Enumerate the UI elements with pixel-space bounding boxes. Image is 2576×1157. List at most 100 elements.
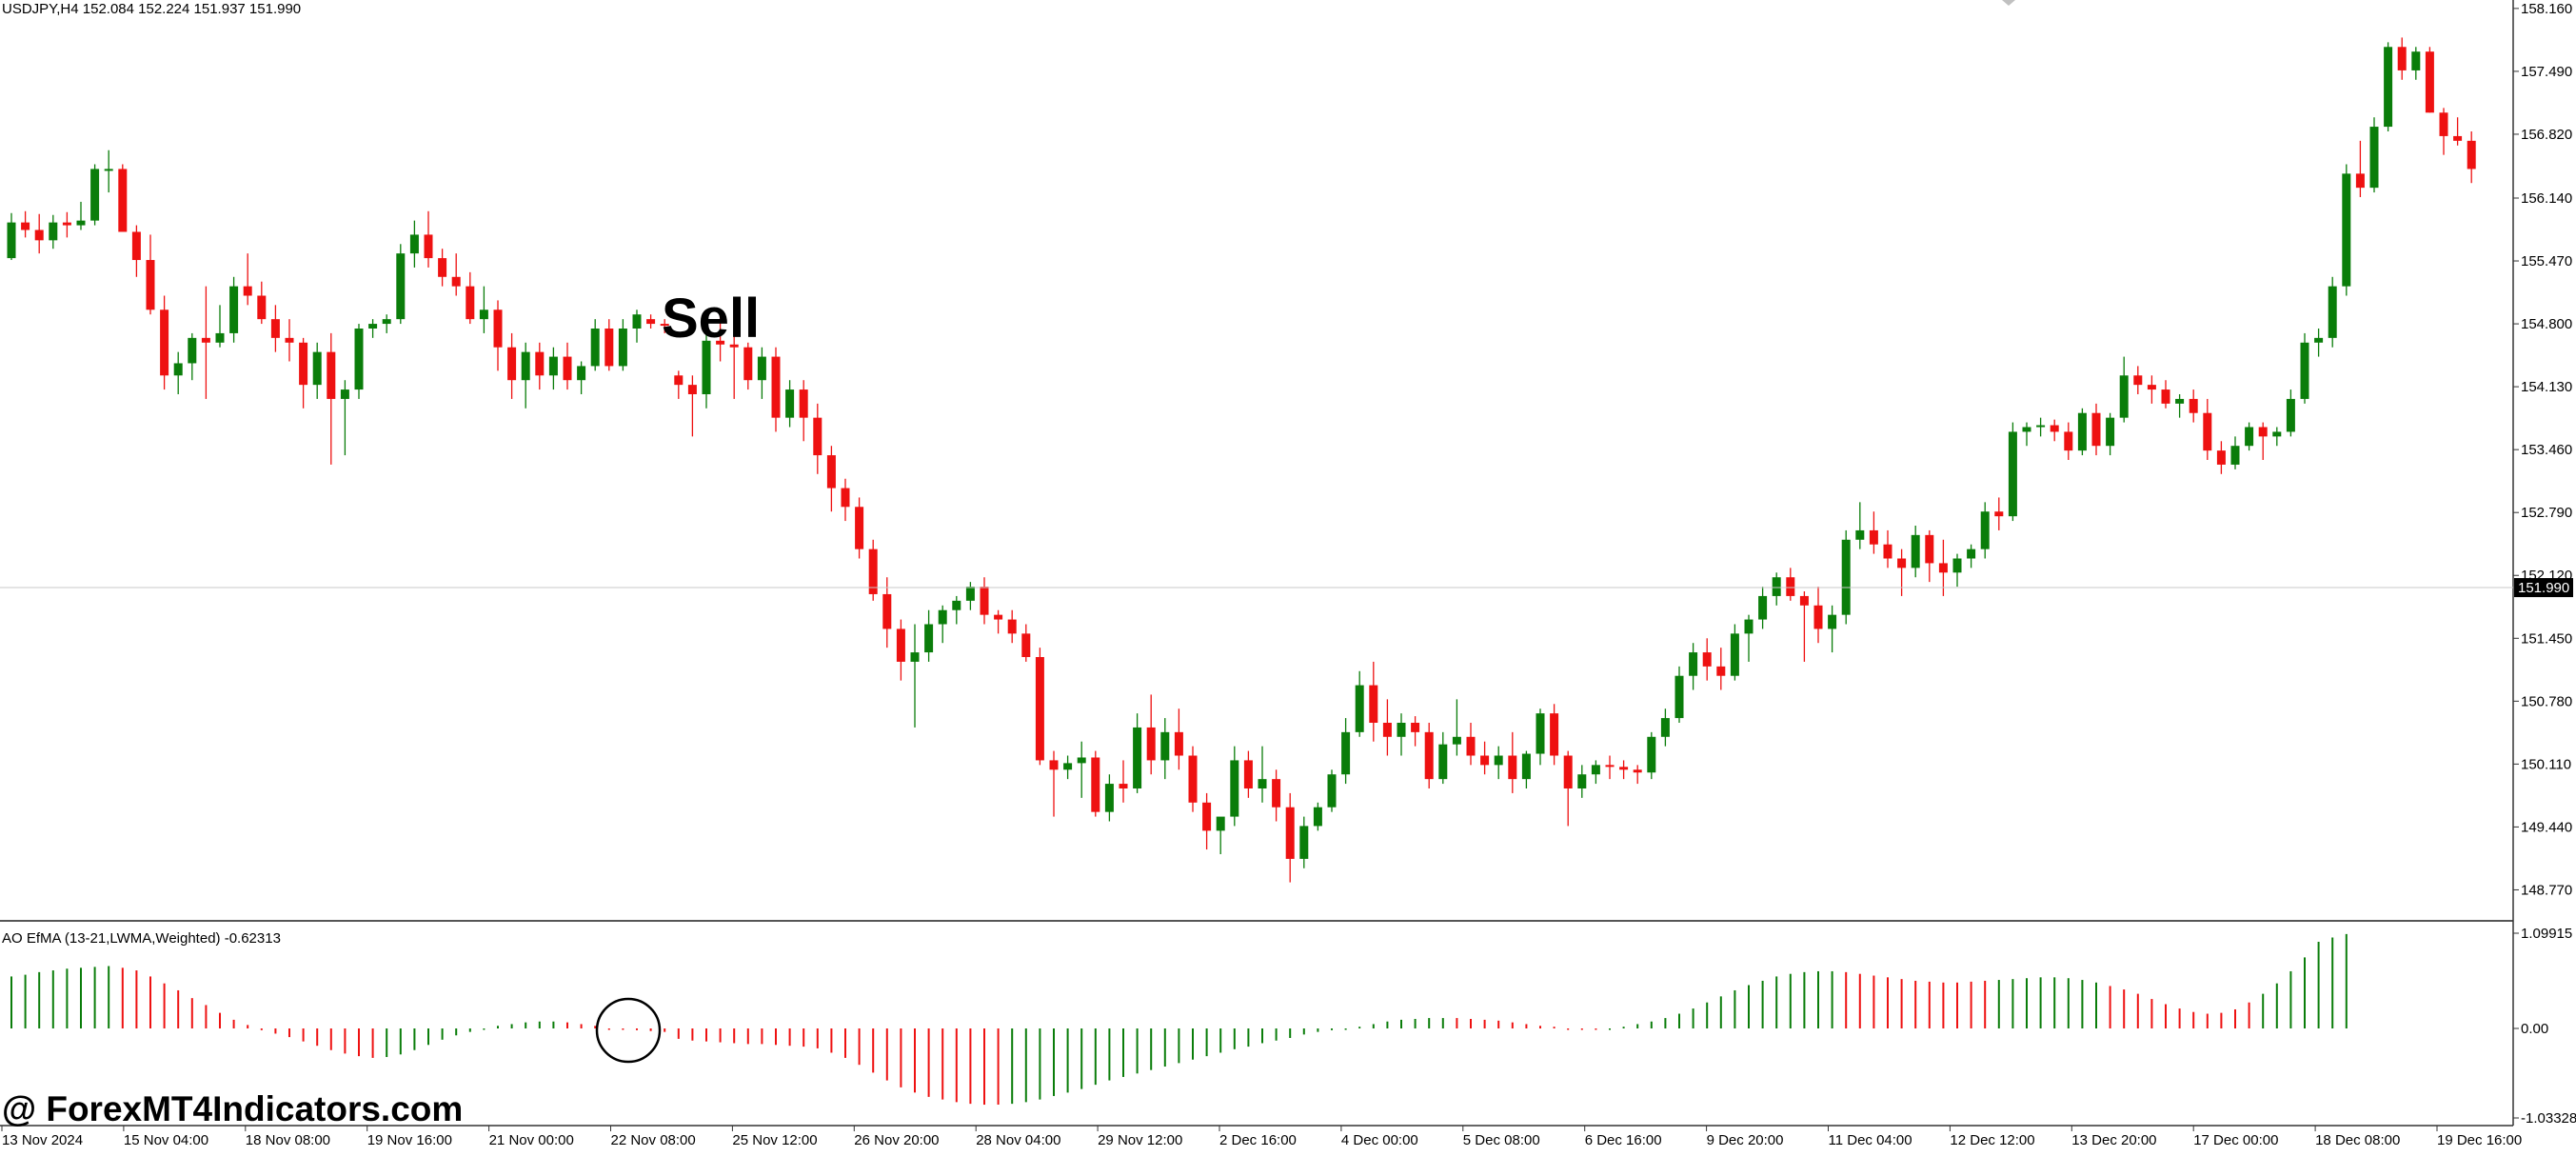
candle-body <box>2453 135 2463 141</box>
candle <box>1716 648 1726 690</box>
candle <box>507 332 517 399</box>
candle-body <box>1967 549 1976 559</box>
candle <box>1633 765 1642 785</box>
candle <box>1243 750 1253 798</box>
candle-body <box>1327 774 1337 808</box>
candle <box>632 309 642 343</box>
candle <box>451 253 461 296</box>
symbol-info: USDJPY,H4 152.084 152.224 151.937 151.99… <box>2 1 301 17</box>
price-tick-label: 149.440 <box>2521 819 2572 835</box>
time-tick-label: 21 Nov 00:00 <box>489 1132 574 1148</box>
candle <box>1466 723 1476 766</box>
candle-body <box>2384 47 2393 128</box>
candle <box>243 253 252 306</box>
candle-body <box>424 234 433 259</box>
candle <box>826 446 836 512</box>
price-tick-label: 154.130 <box>2521 379 2572 395</box>
candle-body <box>1952 558 1962 573</box>
candle-body <box>1216 816 1225 831</box>
time-tick-label: 19 Dec 16:00 <box>2437 1132 2522 1148</box>
candle <box>2342 164 2351 296</box>
candle <box>882 577 892 648</box>
candle <box>201 286 210 399</box>
candle <box>2189 389 2198 423</box>
candle-body <box>1660 718 1670 737</box>
candle-body <box>1619 767 1629 770</box>
candle <box>131 225 141 277</box>
candle <box>424 210 433 268</box>
candle-body <box>2314 337 2324 343</box>
candle-body <box>354 329 364 390</box>
candle <box>1799 591 1809 662</box>
candle <box>1911 526 1920 578</box>
candle <box>1230 746 1239 827</box>
shift-marker-icon[interactable] <box>2002 0 2015 6</box>
main-price-pane[interactable] <box>7 37 2476 883</box>
candle-body <box>1104 784 1114 812</box>
candle-body <box>1466 736 1476 756</box>
candle-body <box>965 587 975 601</box>
candle-body <box>1480 755 1490 766</box>
candle-body <box>2091 412 2101 447</box>
time-tick-label: 25 Nov 12:00 <box>732 1132 817 1148</box>
candle-body <box>2147 385 2156 390</box>
candle-body <box>1855 529 1865 540</box>
candle <box>924 609 934 662</box>
candle <box>548 347 558 390</box>
candle <box>1730 624 1739 681</box>
time-tick-label: 9 Dec 20:00 <box>1707 1132 1784 1148</box>
candle-body <box>980 587 989 615</box>
candle-body <box>687 385 697 394</box>
candle <box>910 624 920 728</box>
candle <box>980 577 989 625</box>
candle-body <box>826 455 836 489</box>
candle <box>1744 614 1754 662</box>
candle-body <box>994 614 1003 620</box>
candle <box>229 276 239 343</box>
candle <box>2230 436 2240 469</box>
time-tick-label: 15 Nov 04:00 <box>124 1132 208 1148</box>
candle-body <box>618 329 627 367</box>
candle <box>1480 741 1490 775</box>
candle-body <box>1424 731 1434 780</box>
time-tick-label: 22 Nov 08:00 <box>611 1132 696 1148</box>
candle-body <box>548 356 558 376</box>
ao-indicator-pane[interactable] <box>10 933 2348 1106</box>
candle <box>312 342 322 399</box>
candle-body <box>1799 595 1809 606</box>
current-price-badge <box>2514 578 2573 598</box>
candle <box>2411 47 2421 80</box>
candle-body <box>438 258 447 277</box>
candle <box>340 380 349 456</box>
candle <box>2091 403 2101 456</box>
candle <box>1160 718 1170 780</box>
signal-highlight-circle <box>595 997 662 1064</box>
candle-body <box>451 276 461 287</box>
candle <box>938 605 947 644</box>
candle-body <box>1911 534 1920 569</box>
candle-body <box>1883 544 1892 559</box>
candle <box>1813 587 1823 644</box>
time-tick-label: 13 Nov 2024 <box>2 1132 83 1148</box>
time-tick-label: 13 Dec 20:00 <box>2071 1132 2156 1148</box>
time-tick-label: 18 Nov 08:00 <box>246 1132 330 1148</box>
candle-body <box>1160 731 1170 761</box>
candle-body <box>521 351 530 381</box>
candle-body <box>1369 685 1378 723</box>
candle <box>118 164 128 232</box>
candle <box>1980 502 1990 559</box>
candle-body <box>7 222 16 259</box>
candle <box>687 375 697 437</box>
candle <box>1146 694 1156 775</box>
candle-body <box>660 324 669 327</box>
candle-body <box>2119 375 2129 418</box>
candle-body <box>1674 675 1684 719</box>
candle <box>2467 131 2476 184</box>
candle-body <box>2161 389 2170 404</box>
candle-body <box>938 609 947 625</box>
candle <box>368 319 378 338</box>
candle <box>1091 750 1100 817</box>
indicator-label: AO EfMA (13-21,LWMA,Weighted) -0.62313 <box>2 930 281 947</box>
